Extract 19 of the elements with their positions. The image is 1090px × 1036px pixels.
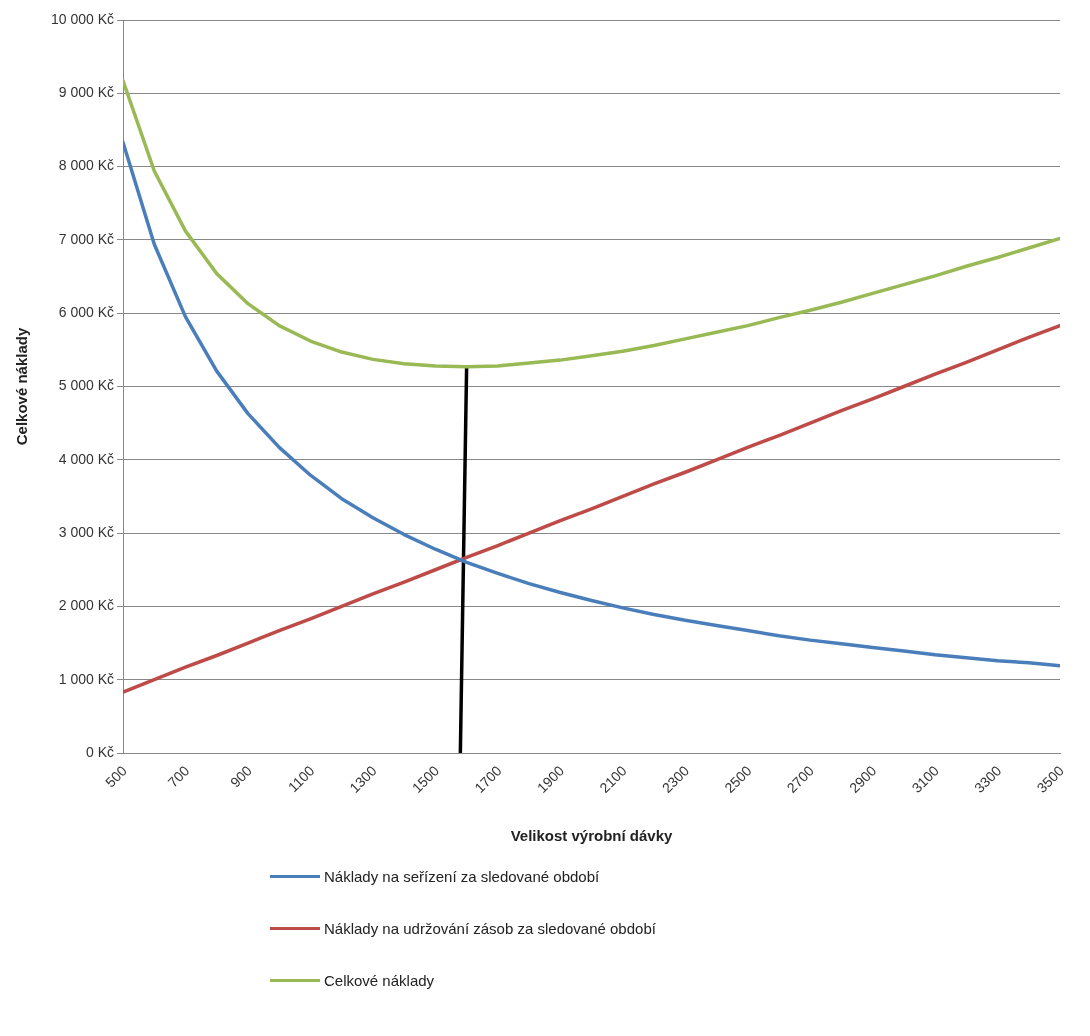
- y-tick-label: 7 000 Kč: [58, 230, 115, 247]
- legend-label: Celkové náklady: [324, 971, 435, 989]
- legend-label: Náklady na seřízení za sledované období: [324, 867, 600, 885]
- y-tick-label: 1 000 Kč: [58, 670, 115, 687]
- y-tick-label: 2 000 Kč: [58, 597, 115, 614]
- y-tick-label: 10 000 Kč: [50, 10, 115, 27]
- legend-label: Náklady na udržování zásob za sledované období: [324, 919, 656, 937]
- y-tick-label: 5 000 Kč: [58, 377, 115, 394]
- y-tick-label: 0 Kč: [86, 743, 115, 760]
- y-tick-label: 9 000 Kč: [58, 84, 115, 101]
- x-axis-title: Velikost výrobní dávky: [510, 827, 674, 845]
- y-tick-label: 4 000 Kč: [58, 450, 115, 467]
- y-tick-label: 6 000 Kč: [58, 304, 115, 321]
- x-tick-label: 700: [164, 762, 193, 791]
- x-tick-label: 500: [102, 762, 131, 791]
- y-axis-title: Celkové náklady: [13, 327, 31, 446]
- y-tick-label: 3 000 Kč: [58, 523, 115, 540]
- x-tick-label: 900: [226, 762, 255, 791]
- y-tick-label: 8 000 Kč: [58, 157, 115, 174]
